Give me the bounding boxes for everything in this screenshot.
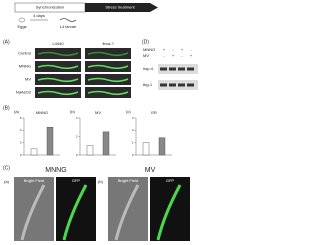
label: 4 days: [33, 13, 45, 18]
worm-icon: [59, 18, 77, 22]
image-label: GFP: [166, 178, 175, 183]
band: [160, 67, 167, 71]
band: [187, 67, 194, 71]
panel-label: (C): [3, 165, 10, 171]
egg-icon: [18, 17, 26, 23]
worm: [114, 184, 140, 241]
worm: [20, 184, 46, 241]
bar: [46, 127, 54, 156]
sign: -: [172, 47, 174, 52]
bar: [30, 148, 38, 156]
band: [169, 67, 176, 71]
step: Stress treatment: [105, 5, 135, 10]
chart-label: (b): [70, 109, 76, 114]
sub-label: (b): [98, 179, 104, 184]
sign: -: [190, 47, 192, 52]
y-tick-label: 1: [132, 140, 134, 144]
image-label: Bright Field: [24, 178, 44, 183]
row-label: NaAsO2: [16, 90, 32, 95]
group-title: MV: [145, 167, 156, 174]
panel-label: (D): [142, 39, 149, 45]
y-tick-label: 2: [132, 128, 134, 132]
band: [160, 83, 167, 87]
chart-label: (c): [126, 109, 131, 114]
worm-gfp: [37, 51, 79, 57]
y-tick-label: 4: [20, 128, 22, 132]
group-title: MNNG: [45, 167, 66, 174]
y-tick-label: 0: [20, 153, 22, 157]
worm-gfp: [87, 51, 129, 57]
sub-label: (a): [4, 179, 10, 184]
treatment-label: MV: [143, 53, 149, 58]
blot-label: hsp-4: [143, 66, 154, 71]
band: [187, 83, 194, 87]
y-tick-label: 0: [132, 153, 134, 157]
worm-gfp: [37, 77, 79, 83]
chart-title: MNNG: [36, 110, 48, 115]
sign: +: [163, 47, 166, 52]
y-tick-label: 0: [76, 153, 78, 157]
figure: Synchronization Stress treatment Eggs 4 …: [3, 2, 198, 241]
band: [169, 83, 176, 87]
label: Eggs: [17, 24, 26, 29]
bar: [86, 145, 94, 156]
row-label: Control: [18, 51, 31, 56]
blot-label: tbg-1: [143, 82, 153, 87]
column-header: L4440: [52, 41, 64, 46]
column-header: fbxa-?: [102, 41, 114, 46]
worm-gfp: [87, 90, 129, 96]
row-label: MNNG: [19, 64, 31, 69]
bar: [158, 137, 166, 156]
y-tick-label: 6: [20, 116, 22, 120]
worm-gfp: [87, 77, 129, 83]
image-label: Bright Field: [118, 178, 138, 183]
image-label: GFP: [72, 178, 81, 183]
sign: +: [181, 47, 184, 52]
band: [178, 67, 185, 71]
step-arrow: [85, 3, 158, 12]
step: Synchronization: [36, 5, 64, 10]
worm-gfp: [37, 64, 79, 70]
y-tick-label: 3: [132, 116, 134, 120]
panel-label: (A): [3, 39, 10, 45]
bar: [142, 142, 150, 156]
sign: +: [172, 53, 175, 58]
y-tick-label: 4: [76, 116, 78, 120]
panel-label: (B): [3, 105, 10, 111]
worm-gfp: [37, 90, 79, 96]
bar: [102, 131, 110, 156]
sign: +: [190, 53, 193, 58]
sign: -: [181, 53, 183, 58]
chart-title: MV: [95, 110, 101, 115]
chart-title: ER: [151, 110, 157, 115]
worm-gfp: [87, 64, 129, 70]
band: [178, 83, 185, 87]
y-tick-label: 2: [76, 134, 78, 138]
worm: [156, 184, 182, 241]
treatment-label: MNNG: [143, 47, 155, 52]
chart-label: (a): [14, 109, 20, 114]
y-tick-label: 2: [20, 140, 22, 144]
label: L4 larvae: [60, 24, 77, 29]
sign: -: [163, 53, 165, 58]
row-label: MV: [25, 77, 31, 82]
worm: [62, 184, 88, 241]
